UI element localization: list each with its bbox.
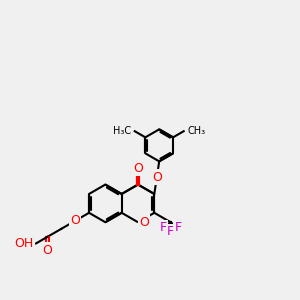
- Text: O: O: [70, 214, 80, 227]
- Text: O: O: [43, 244, 52, 256]
- Text: OH: OH: [14, 237, 34, 250]
- Text: CH₃: CH₃: [188, 126, 206, 136]
- Text: O: O: [139, 216, 149, 229]
- Text: F: F: [160, 221, 167, 234]
- Text: F: F: [167, 225, 174, 238]
- Text: O: O: [133, 162, 143, 175]
- Text: H₃C: H₃C: [113, 126, 131, 136]
- Text: F: F: [175, 221, 182, 234]
- Text: O: O: [152, 171, 162, 184]
